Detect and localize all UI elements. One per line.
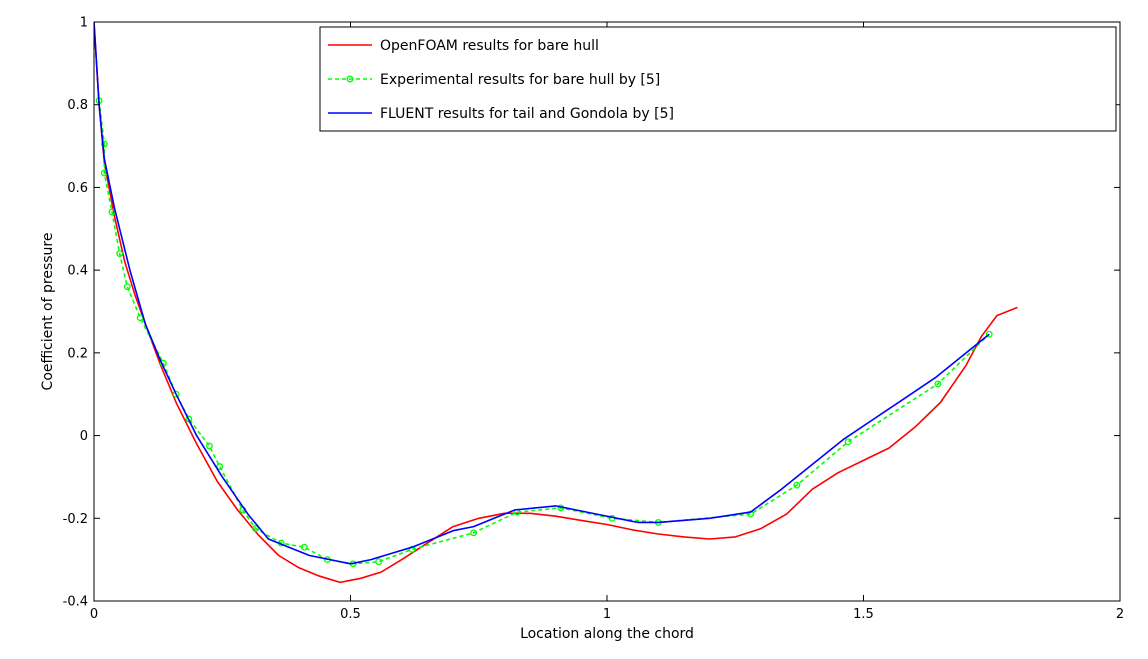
series-2-point [375, 558, 383, 566]
legend-label-2: Experimental results for bare hull by [5… [380, 72, 660, 88]
y-tick-label: 0.4 [67, 264, 88, 279]
series-2-point [205, 442, 213, 450]
legend-label-1: OpenFOAM results for bare hull [380, 38, 599, 54]
plot-area [94, 22, 1018, 584]
legend: OpenFOAM results for bare hull Experiment… [319, 26, 1117, 132]
x-tick-label: 1.5 [853, 607, 874, 622]
series-line-3 [94, 22, 990, 565]
series-2-point [116, 250, 124, 258]
series-2-point [985, 330, 993, 338]
y-axis-label: Coefficient of pressure [40, 233, 56, 391]
y-tick-label: 0.8 [67, 98, 88, 113]
x-tick-label: 2 [1116, 607, 1124, 622]
y-tick-label: 0.2 [67, 346, 88, 361]
series-2-point [793, 481, 801, 489]
series-2-point [100, 140, 108, 148]
legend-marker-2 [346, 75, 354, 83]
x-tick-label: 0.5 [340, 607, 361, 622]
series-2-point [300, 543, 308, 551]
x-tick-label: 1 [603, 607, 611, 622]
series-2-point [844, 438, 852, 446]
series-line-1 [94, 22, 1018, 584]
series-2-point [172, 390, 180, 398]
y-tick-label: 0 [80, 429, 88, 444]
x-tick-label: 0 [90, 607, 98, 622]
axes: 0 0.5 1 1.5 2 -0.4 -0.2 0 0.2 0.4 0.6 0.8 1 [63, 16, 1125, 623]
y-tick-label: 1 [80, 16, 88, 31]
series-2-point [934, 380, 942, 388]
series-2-point [470, 529, 478, 537]
y-tick-label: 0.6 [67, 181, 88, 196]
series-2-point [216, 463, 224, 471]
series-2-point [252, 525, 260, 533]
series-2-point [123, 283, 131, 291]
x-axis-label: Location along the chord [520, 626, 694, 642]
legend-label-3: FLUENT results for tail and Gondola by [… [380, 106, 674, 122]
y-tick-label: -0.2 [63, 512, 88, 527]
y-tick-label: -0.4 [63, 595, 88, 610]
legend-box [319, 26, 1117, 132]
